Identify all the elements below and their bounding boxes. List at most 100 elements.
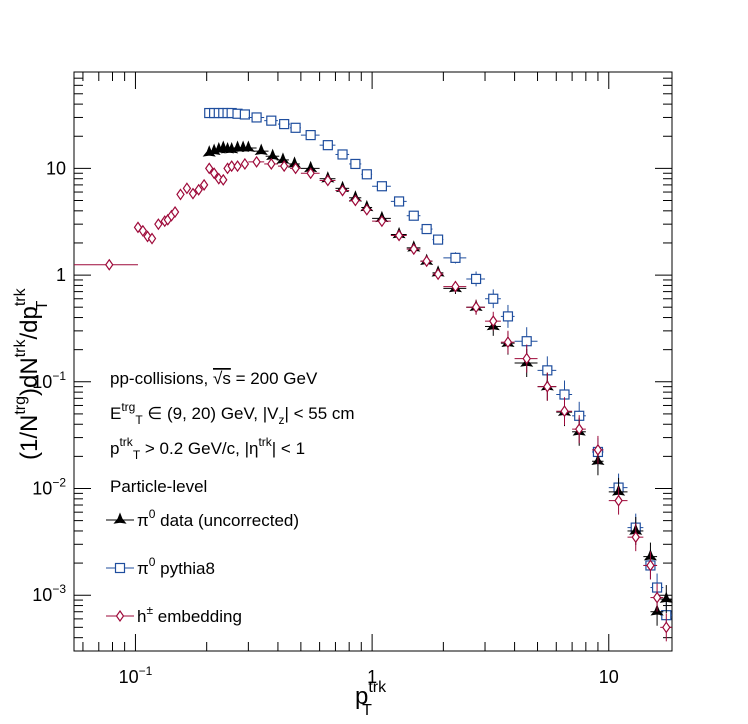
diamond-marker [377,215,387,228]
diamond-marker [652,591,662,604]
diamond-marker [503,336,513,349]
diamond-marker [351,194,360,207]
legend-label: π0 data (uncorrected) [137,507,299,530]
star-marker [276,152,290,164]
square-marker [337,149,348,160]
diamond-marker [433,268,443,281]
diamond-marker [170,205,180,219]
diamond-marker [471,301,481,314]
diamond-marker [291,162,300,175]
star-marker [254,143,268,155]
square-marker [239,109,250,120]
annotation-line: ptrkT > 0.2 GeV/c, |ηtrk| < 1 [110,435,305,462]
y-tick-label: 10−3 [32,582,66,605]
diamond-marker [543,380,552,393]
diamond-marker [194,183,203,196]
axis-titles: ptrk T (1/Ntrg)dNtrk/dptrk T [12,287,387,719]
diamond-marker [560,405,569,418]
diamond-marker [279,160,289,173]
x-tick-label: 1 [367,667,377,687]
diamond-marker [409,243,419,256]
star-marker [266,148,280,161]
square-marker [521,336,532,347]
annotation-line: Particle-level [110,477,207,496]
annotations: pp-collisions, √s = 200 GeV EtrgT ∈ (9, 2… [110,369,355,496]
square-marker [470,273,482,285]
diamond-marker [362,203,372,216]
square-marker [350,158,361,170]
x-axis-title: ptrk T [355,679,387,719]
legend: π0 data (uncorrected) π0 pythia8 h± embedd… [106,507,299,626]
y-tick-label: 10 [46,158,66,178]
square-marker [376,181,387,192]
square-marker [305,130,316,141]
square-marker [279,118,290,130]
square-marker [114,562,126,574]
legend-entry: h± embedding [106,603,242,626]
tick-labels: 10−1 1 10 10−3 10−2 10−1 1 10 [32,158,619,687]
diamond-marker [522,352,531,365]
diamond-marker [233,160,242,173]
square-marker [450,252,461,263]
diamond-marker [105,258,114,271]
diamond-marker [219,173,228,186]
square-marker [290,122,301,133]
diamond-marker [227,160,236,173]
square-marker [266,115,277,126]
x-tick-label: 10−1 [119,664,153,687]
diamond-marker [154,218,163,231]
y-tick-label: 10−2 [32,476,66,499]
diamond-marker [209,167,219,180]
diamond-marker [593,443,603,456]
diamond-marker [662,621,671,634]
square-marker [488,293,499,304]
y-tick-label: 10−1 [32,369,66,392]
plot-frame [73,71,673,652]
diamond-marker [204,162,214,175]
diamond-marker [188,187,198,200]
diamond-marker [267,157,276,170]
square-marker [361,169,372,180]
y-axis-title: (1/Ntrg)dNtrk/dptrk T [12,287,51,460]
diamond-marker [422,255,431,268]
diamond-marker [338,184,347,197]
square-marker [322,140,333,151]
legend-entry: π0 pythia8 [106,555,215,578]
square-marker [502,311,514,322]
square-marker [393,196,405,207]
diamond-marker [176,188,185,201]
diamond-marker [451,280,460,293]
star-marker [241,140,255,152]
diamond-marker [199,178,209,191]
legend-label: π0 pythia8 [137,555,215,578]
diamond-marker [323,174,333,187]
diamond-marker [147,232,157,245]
diamond-marker [394,229,404,242]
square-marker [432,234,444,245]
square-marker [421,223,432,235]
x-tick-label: 10 [599,667,619,687]
diamond-marker [240,157,250,170]
star-marker [113,512,127,524]
diamond-marker [631,531,640,544]
axis-ticks [74,71,672,652]
diamond-marker [614,494,623,507]
diamond-marker [138,224,148,237]
series-2 [74,155,672,642]
annotation-line: EtrgT ∈ (9, 20) GeV, |Vz| < 55 cm [110,400,355,427]
diamond-marker [489,315,498,328]
y-tick-label: 1 [56,265,66,285]
legend-entry: π0 data (uncorrected) [106,507,299,530]
diamond-marker [252,155,261,168]
diamond-marker [182,182,192,195]
square-marker [408,210,419,221]
annotation-line: pp-collisions, √s = 200 GeV [110,369,318,388]
legend-label: h± embedding [137,603,242,626]
diamond-marker [115,609,125,623]
data-markers [74,107,673,642]
diamond-marker [646,559,655,572]
star-marker [659,591,673,603]
diamond-marker [574,423,584,436]
square-marker [251,112,262,123]
